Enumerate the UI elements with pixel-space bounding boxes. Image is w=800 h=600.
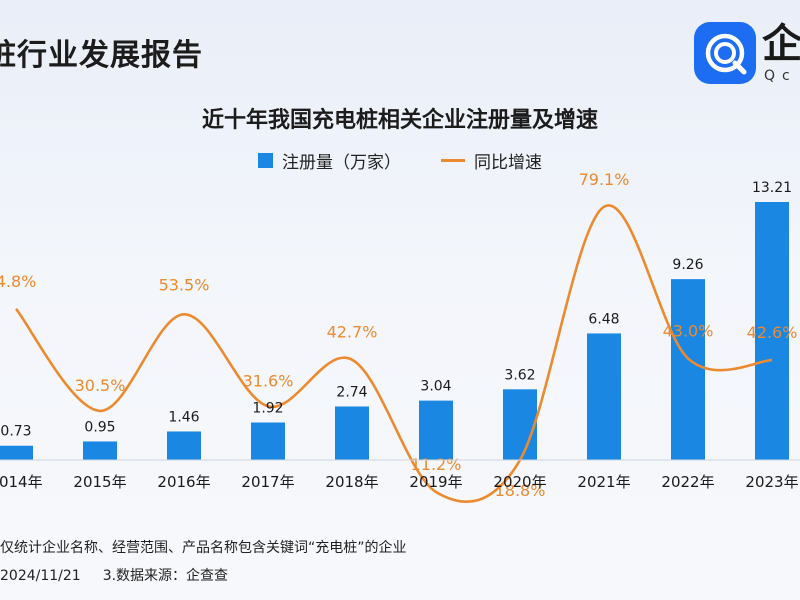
bar-value-label: 0.95 xyxy=(84,419,115,435)
bar-2019年 xyxy=(419,400,453,460)
logo-text: 企 xyxy=(762,21,800,67)
bar-value-label: 6.48 xyxy=(588,311,619,327)
growth-value-label: 31.6% xyxy=(243,371,294,390)
growth-value-label: 4.8% xyxy=(0,272,36,291)
bar-value-label: 1.46 xyxy=(168,409,199,425)
legend-item-growth: 同比增速 xyxy=(441,148,542,173)
qichacha-logo-icon xyxy=(694,22,756,84)
growth-rate-line xyxy=(14,204,773,504)
bar-2017年 xyxy=(251,422,285,460)
note-scope: 仅统计企业名称、经营范围、产品名称包含关键词“充电桩”的企业 xyxy=(0,540,407,556)
legend-label-growth: 同比增速 xyxy=(474,153,542,173)
growth-value-label: 43.0% xyxy=(663,321,714,340)
x-tick-label: 2021年 xyxy=(577,473,630,491)
chart-title: 近十年我国充电桩相关企业注册量及增速 xyxy=(201,108,598,133)
growth-value-label: 18.8% xyxy=(495,481,546,500)
x-tick-label: 2020年 xyxy=(493,473,546,491)
bar-value-label: 13.21 xyxy=(752,180,792,196)
growth-value-label: 79.1% xyxy=(579,170,630,189)
bar-2023年 xyxy=(755,202,789,460)
growth-value-label: 30.5% xyxy=(75,376,126,395)
x-tick-label: 2023年 xyxy=(745,473,798,491)
legend-label-registrations: 注册量（万家） xyxy=(282,153,401,173)
bar-value-label: 0.73 xyxy=(0,424,31,440)
bar-value-label: 9.26 xyxy=(672,257,703,273)
x-tick-label: 2019年 xyxy=(409,473,462,491)
bar-2021年 xyxy=(587,333,621,460)
note-source: 3.数据来源：企查查 xyxy=(102,568,229,584)
bar-2015年 xyxy=(83,441,117,460)
bar-value-label: 1.92 xyxy=(252,401,283,417)
x-tick-label: 2015年 xyxy=(73,473,126,491)
x-tick-label: 2018年 xyxy=(325,473,378,491)
legend-item-registrations: 注册量（万家） xyxy=(258,148,401,173)
bar-2014年 xyxy=(0,445,33,460)
legend-line-swatch xyxy=(441,159,465,162)
note-date: 2024/11/21 xyxy=(0,568,81,584)
x-tick-label: 2014年 xyxy=(0,473,43,491)
bar-2022年 xyxy=(671,279,705,460)
growth-value-label: 11.2% xyxy=(411,455,462,474)
legend-bar-swatch xyxy=(258,153,273,168)
growth-value-label: 53.5% xyxy=(159,275,210,294)
report-title: 桩行业发展报告 xyxy=(0,38,203,73)
chart-notes: 仅统计企业名称、经营范围、产品名称包含关键词“充电桩”的企业 2024/11/2… xyxy=(0,534,407,590)
chart-legend: 注册量（万家） 同比增速 xyxy=(0,148,800,173)
x-tick-label: 2016年 xyxy=(157,473,210,491)
x-tick-label: 2022年 xyxy=(661,473,714,491)
bar-value-label: 3.04 xyxy=(420,379,451,395)
bar-2016年 xyxy=(167,431,201,460)
bar-value-label: 3.62 xyxy=(504,367,535,383)
growth-value-label: 42.6% xyxy=(747,323,798,342)
bar-2018年 xyxy=(335,406,369,460)
growth-value-label: 42.7% xyxy=(327,323,378,342)
logo-subtext: Qc xyxy=(764,68,797,84)
x-tick-label: 2017年 xyxy=(241,473,294,491)
bar-2020年 xyxy=(503,389,537,460)
bar-value-label: 2.74 xyxy=(336,384,367,400)
